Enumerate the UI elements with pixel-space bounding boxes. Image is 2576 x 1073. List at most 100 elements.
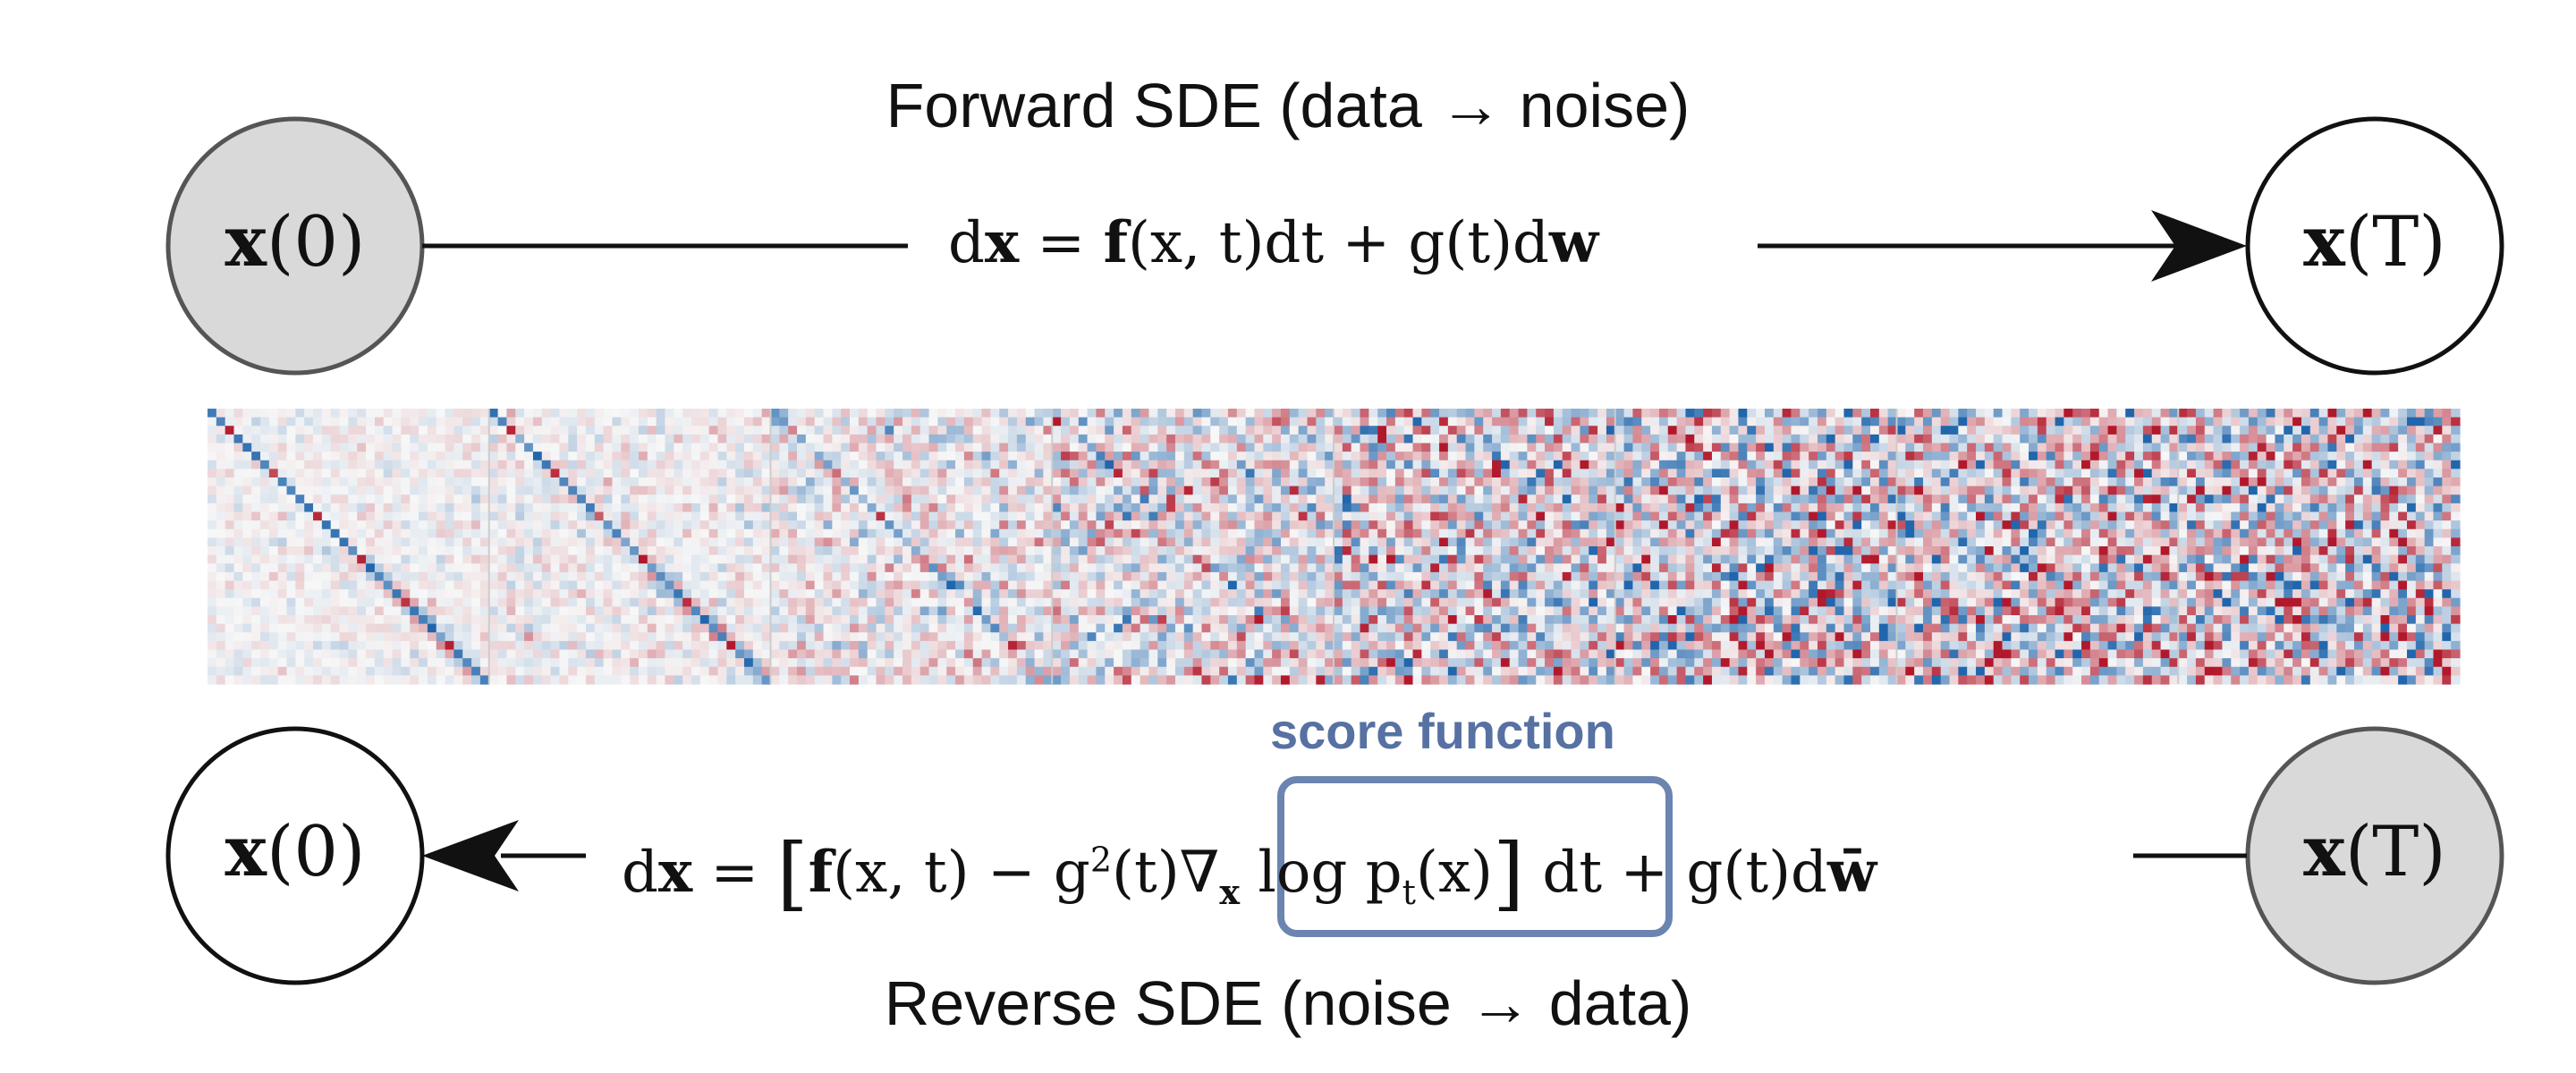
heatmap-cell xyxy=(1298,546,1309,556)
heatmap-cell xyxy=(1272,443,1282,452)
heatmap-cell xyxy=(911,417,921,427)
heatmap-cell xyxy=(488,649,499,659)
heatmap-cell xyxy=(708,443,719,452)
heatmap-cell xyxy=(717,632,727,642)
heatmap-cell xyxy=(1166,632,1176,642)
heatmap-cell xyxy=(1465,494,1475,504)
heatmap-cell xyxy=(937,417,947,427)
heatmap-cell xyxy=(761,417,772,427)
heatmap-cell xyxy=(621,520,631,530)
heatmap-cell xyxy=(797,675,807,685)
heatmap-cell xyxy=(1219,615,1229,625)
heatmap-cell xyxy=(735,649,745,659)
heatmap-cell xyxy=(348,443,358,452)
heatmap-cell xyxy=(797,520,807,530)
heatmap-cell xyxy=(1456,477,1467,487)
heatmap-cell xyxy=(286,503,296,513)
heatmap-cell xyxy=(233,452,243,461)
heatmap-cell xyxy=(1236,563,1247,573)
heatmap-cell xyxy=(1201,554,1211,564)
heatmap-cell xyxy=(603,443,614,452)
heatmap-cell xyxy=(550,409,561,418)
heatmap-cell xyxy=(1403,546,1414,556)
heatmap-cell xyxy=(1148,554,1158,564)
heatmap-cell xyxy=(735,675,745,685)
heatmap-cell xyxy=(955,666,965,676)
heatmap-cell xyxy=(497,563,508,573)
heatmap-cell xyxy=(357,606,367,616)
heatmap-cell xyxy=(1078,615,1089,625)
heatmap-cell xyxy=(656,546,666,556)
heatmap-cell xyxy=(894,571,903,582)
heatmap-cell xyxy=(1474,520,1484,530)
heatmap-cell xyxy=(1298,477,1309,487)
heatmap-cell xyxy=(515,503,525,513)
heatmap-cell xyxy=(752,434,763,444)
heatmap-cell xyxy=(436,452,446,461)
heatmap-cell xyxy=(1052,623,1062,633)
heatmap-cell xyxy=(752,615,763,625)
heatmap-cell xyxy=(630,469,640,478)
heatmap-cell xyxy=(1351,494,1361,504)
heatmap-cell xyxy=(1140,503,1150,513)
heatmap-cell xyxy=(1360,503,1369,513)
heatmap-cell xyxy=(841,511,851,521)
heatmap-cell xyxy=(797,606,807,616)
heatmap-cell xyxy=(990,486,1000,495)
heatmap-cell xyxy=(1052,675,1062,685)
heatmap-cell xyxy=(1034,563,1045,573)
heatmap-cell xyxy=(286,426,296,435)
heatmap-cell xyxy=(304,520,314,530)
heatmap-cell xyxy=(770,486,780,495)
heatmap-cell xyxy=(277,511,288,521)
heatmap-cell xyxy=(1377,571,1387,582)
heatmap-cell xyxy=(453,494,463,504)
heatmap-cell xyxy=(233,426,243,435)
heatmap-cell xyxy=(462,571,472,582)
heatmap-cell xyxy=(445,589,455,599)
heatmap-cell xyxy=(735,452,745,461)
heatmap-cell xyxy=(1210,580,1220,590)
heatmap-cell xyxy=(1025,452,1036,461)
heatmap-cell xyxy=(867,469,877,478)
heatmap-cell xyxy=(488,537,499,547)
heatmap-cell xyxy=(392,580,402,590)
heatmap-cell xyxy=(1114,460,1123,469)
heatmap-cell xyxy=(585,409,596,418)
heatmap-cell xyxy=(1597,589,1607,599)
heatmap-cell xyxy=(981,563,991,573)
heatmap-cell xyxy=(735,615,745,625)
heatmap-cell xyxy=(1307,528,1317,538)
heatmap-cell xyxy=(1078,511,1089,521)
heatmap-cell xyxy=(427,409,437,418)
heatmap-cell xyxy=(665,675,674,685)
heatmap-cell xyxy=(963,409,974,418)
heatmap-cell xyxy=(594,554,605,564)
heatmap-cell xyxy=(1289,477,1300,487)
heatmap-cell xyxy=(603,460,614,469)
heatmap-cell xyxy=(832,623,842,633)
heatmap-cell xyxy=(1148,546,1158,556)
heatmap-cell xyxy=(1518,417,1528,427)
heatmap-cell xyxy=(313,632,323,642)
heatmap-cell xyxy=(1263,528,1273,538)
heatmap-cell xyxy=(911,469,921,478)
heatmap-cell xyxy=(233,563,243,573)
heatmap-cell xyxy=(990,417,1000,427)
heatmap-cell xyxy=(656,640,666,651)
heatmap-cell xyxy=(479,580,490,590)
heatmap-cell xyxy=(1122,503,1132,513)
heatmap-cell xyxy=(682,658,692,668)
heatmap-cell xyxy=(1597,452,1607,461)
heatmap-cell xyxy=(1272,452,1282,461)
heatmap-cell xyxy=(410,486,419,495)
heatmap-cell xyxy=(972,546,983,556)
heatmap-cell xyxy=(963,571,974,582)
heatmap-cell xyxy=(1078,486,1089,495)
heatmap-cell xyxy=(902,452,912,461)
heatmap-cell xyxy=(1386,417,1396,427)
heatmap-cell xyxy=(1069,426,1080,435)
heatmap-cell xyxy=(321,520,332,530)
heatmap-cell xyxy=(797,503,807,513)
heatmap-cell xyxy=(919,477,930,487)
